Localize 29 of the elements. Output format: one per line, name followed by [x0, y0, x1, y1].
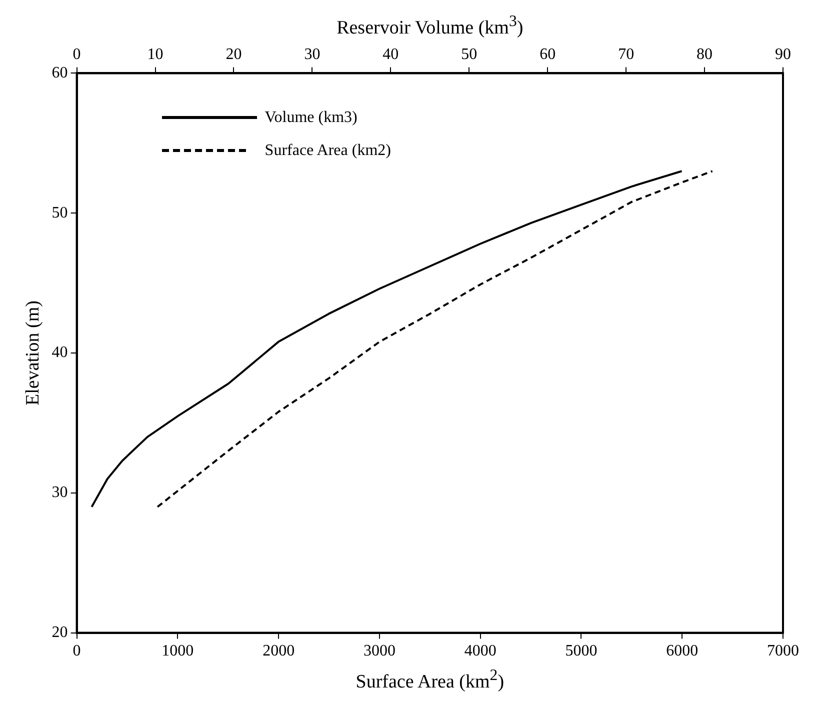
legend-label: Volume (km3) — [264, 108, 358, 127]
x-tick-label: 4000 — [464, 642, 496, 660]
x2-tick-label: 0 — [72, 46, 81, 63]
x-tick-label: 1000 — [162, 642, 194, 660]
x2-tick-label: 80 — [696, 46, 713, 63]
x-tick-label: 7000 — [767, 642, 799, 660]
legend-label: Surface Area (km2) — [264, 142, 391, 160]
x2-tick-label: 20 — [226, 46, 242, 63]
x2-tick-label: 70 — [618, 46, 634, 63]
x2-tick-label: 40 — [382, 46, 399, 63]
x2-tick-label: 60 — [540, 46, 556, 63]
x-tick-label: 0 — [72, 642, 81, 660]
x2-tick-label: 10 — [147, 46, 164, 63]
y-tick-label: 30 — [52, 484, 68, 502]
x-tick-label: 2000 — [262, 642, 295, 660]
x-tick-label: 3000 — [363, 642, 396, 660]
x2-tick-label: 90 — [775, 46, 791, 63]
x2-axis-title: Reservoir Volume (km$^{3}$) — [336, 12, 524, 40]
y-axis-title: Elevation (m) — [22, 300, 44, 406]
x-tick-label: 5000 — [565, 642, 598, 660]
line-series — [156, 170, 714, 508]
x2-tick-label: 30 — [304, 46, 320, 63]
x-axis-title: Surface Area (km$^{2}$) — [356, 666, 504, 694]
y-tick-label: 40 — [52, 344, 68, 362]
x2-tick-label: 50 — [461, 46, 478, 63]
y-tick-label: 60 — [52, 64, 68, 82]
y-tick-label: 20 — [52, 624, 68, 642]
x-tick-label: 6000 — [666, 642, 698, 660]
y-tick-label: 50 — [52, 204, 68, 222]
